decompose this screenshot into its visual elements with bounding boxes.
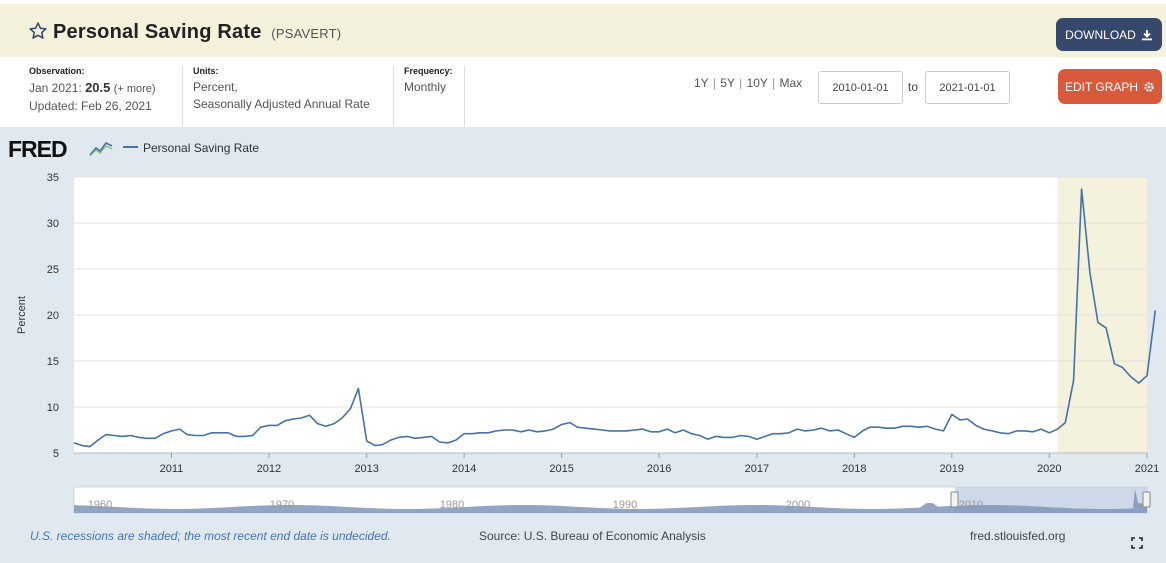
- range-10y-link[interactable]: 10Y: [746, 76, 768, 90]
- navigator-label: 1970: [270, 499, 294, 511]
- frequency-block: Frequency: Monthly: [404, 66, 453, 96]
- x-tick-label: 2016: [647, 463, 671, 475]
- updated-date: Updated: Feb 26, 2021: [29, 99, 152, 113]
- edit-graph-label: EDIT GRAPH: [1064, 79, 1139, 94]
- star-icon[interactable]: [28, 21, 48, 41]
- units-label: Units:: [193, 66, 219, 76]
- range-separator: |: [739, 76, 743, 90]
- y-axis-label: Percent: [16, 296, 28, 334]
- series-code: (PSAVERT): [271, 26, 342, 41]
- fullscreen-icon[interactable]: [1131, 537, 1143, 549]
- observation-period: Jan 2021:: [29, 81, 82, 95]
- x-tick-label: 2011: [160, 463, 184, 475]
- y-tick-label: 15: [47, 356, 59, 368]
- download-button[interactable]: DOWNLOAD: [1056, 18, 1162, 51]
- source-text: Source: U.S. Bureau of Economic Analysis: [479, 529, 706, 543]
- x-tick-label: 2018: [842, 463, 866, 475]
- navigator-label: 1980: [440, 499, 464, 511]
- chart: FRED Personal Saving Rate 5 10 15 20 25 30 35 Per…: [8, 136, 1159, 514]
- units-line-1: Percent,: [193, 80, 238, 94]
- divider: [182, 66, 183, 127]
- y-tick-label: 35: [47, 172, 59, 184]
- edit-graph-button[interactable]: EDIT GRAPH: [1058, 69, 1162, 104]
- page-title: Personal Saving Rate (PSAVERT): [53, 21, 341, 44]
- frequency-label: Frequency:: [404, 66, 453, 76]
- range-max-link[interactable]: Max: [779, 76, 803, 90]
- title-bar: Personal Saving Rate (PSAVERT) DOWNLOAD: [0, 4, 1166, 57]
- range-5y-link[interactable]: 5Y: [720, 76, 735, 90]
- navigator-label: 1990: [613, 499, 637, 511]
- download-label: DOWNLOAD: [1065, 27, 1136, 42]
- y-tick-label: 5: [53, 448, 59, 460]
- navigator-series: [74, 489, 1147, 513]
- units-block: Units: Percent, Seasonally Adjusted Annu…: [193, 66, 370, 113]
- to-label: to: [908, 80, 919, 94]
- fred-logo-icon: [89, 141, 113, 156]
- series-title: Personal Saving Rate: [53, 21, 262, 43]
- range-separator: |: [712, 76, 716, 90]
- x-tick-label: 2020: [1037, 463, 1061, 475]
- y-tick-label: 20: [47, 310, 59, 322]
- observation-value: 20.5: [85, 80, 111, 95]
- fred-logo-icon: [89, 145, 113, 157]
- x-tick-label: 2014: [452, 463, 476, 475]
- recession-note: U.S. recessions are shaded; the most rec…: [30, 529, 391, 543]
- navigator-handle: [950, 491, 959, 508]
- x-tick-label: 2012: [257, 463, 281, 475]
- download-icon: [1141, 29, 1152, 40]
- navigator-label: 1960: [88, 499, 112, 511]
- range-separator: |: [772, 76, 776, 90]
- x-tick-label: 2015: [549, 463, 573, 475]
- observation-line: Jan 2021: 20.5 (+ more): [29, 79, 156, 98]
- units-line-2: Seasonally Adjusted Annual Rate: [193, 97, 370, 111]
- navigator-label: 2010: [959, 499, 983, 511]
- navigator-label: 2000: [786, 499, 810, 511]
- start-date-input[interactable]: 2010-01-01: [818, 71, 903, 104]
- divider: [464, 66, 465, 127]
- x-tick-label: 2021: [1135, 463, 1159, 475]
- x-tick-label: 2013: [354, 463, 378, 475]
- y-tick-label: 25: [47, 264, 59, 276]
- frequency-value: Monthly: [404, 80, 447, 94]
- legend-label: Personal Saving Rate: [143, 141, 259, 155]
- observation-label: Observation:: [29, 66, 85, 76]
- fred-logo: FRED: [8, 136, 67, 162]
- series-line: [73, 188, 1157, 448]
- observation-block: Observation: Jan 2021: 20.5 (+ more) Upd…: [29, 66, 156, 115]
- end-date-input[interactable]: 2021-01-01: [925, 71, 1010, 104]
- range-1y-link[interactable]: 1Y: [694, 76, 709, 90]
- y-tick-label: 30: [47, 218, 59, 230]
- observation-more-link[interactable]: (+ more): [113, 83, 156, 95]
- gear-icon: [1144, 81, 1154, 92]
- range-links: 1Y | 5Y | 10Y | Max: [694, 76, 802, 90]
- navigator-handle: [1142, 491, 1151, 508]
- divider: [393, 66, 394, 127]
- x-tick-label: 2019: [940, 463, 964, 475]
- x-tick-label: 2017: [745, 463, 769, 475]
- fred-url-link[interactable]: fred.stlouisfed.org: [970, 529, 1066, 543]
- y-tick-label: 10: [47, 402, 59, 414]
